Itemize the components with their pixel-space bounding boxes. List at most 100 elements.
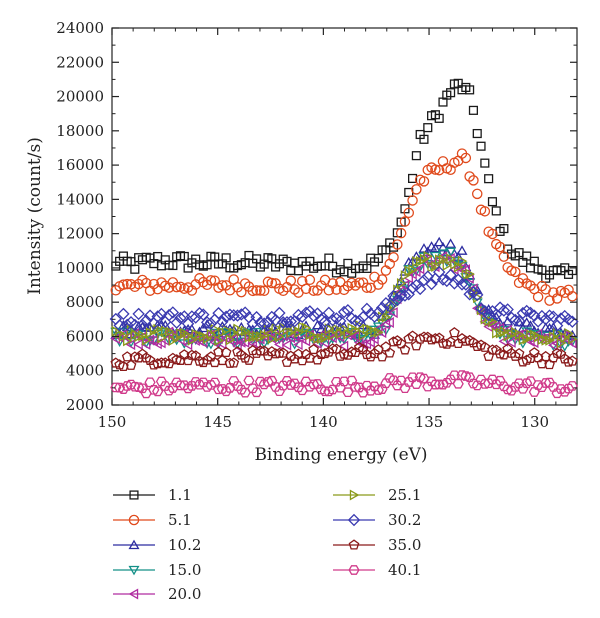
point-40.1 [224,383,236,393]
point-35.0 [369,347,380,359]
point-5.1 [121,278,133,290]
point-40.1 [414,372,426,383]
point-40.1 [342,387,354,398]
point-30.2 [505,311,518,325]
point-1.1 [221,253,231,263]
point-40.1 [361,380,373,391]
legend-label: 1.1 [168,486,192,504]
point-20.0 [384,317,394,329]
point-30.2 [543,309,556,322]
y-tick-label: 22000 [56,53,104,71]
point-30.2 [375,301,389,314]
point-40.1 [353,382,365,393]
point-30.2 [204,317,218,330]
point-35.0 [201,354,213,365]
point-35.0 [186,349,198,360]
point-40.1 [193,379,206,390]
x-tick-label: 145 [203,413,232,431]
series-1.1 [111,78,577,283]
legend-item-25.1: 25.1 [333,486,421,504]
point-20.0 [506,336,516,348]
point-40.1 [452,378,464,389]
point-40.1 [273,386,285,396]
point-35.0 [228,357,240,368]
point-30.2 [471,288,484,302]
point-30.2 [117,307,130,321]
point-40.1 [517,383,529,394]
point-5.1 [567,291,578,302]
point-40.1 [547,382,559,392]
point-30.2 [235,308,248,321]
point-25.1 [423,250,434,262]
point-30.2 [391,293,404,307]
point-25.1 [488,316,498,328]
point-5.1 [498,251,510,262]
point-5.1 [258,285,270,297]
point-30.2 [296,310,309,323]
point-40.1 [300,376,312,387]
point-30.2 [440,274,454,288]
point-35.0 [430,333,441,344]
point-25.1 [214,335,224,347]
point-30.2 [166,306,180,319]
point-30.2 [413,282,427,296]
point-30.2 [136,318,149,332]
point-1.1 [472,128,482,139]
point-40.1 [365,385,377,396]
point-5.1 [399,216,411,227]
point-5.1 [407,195,418,206]
point-35.0 [152,358,164,369]
point-5.1 [354,277,365,289]
point-15.0 [220,328,232,338]
series-25.1 [111,250,578,349]
point-40.1 [551,388,563,399]
point-10.2 [311,319,323,330]
point-40.1 [403,377,415,387]
point-30.2 [452,273,465,286]
point-1.1 [446,88,456,98]
point-5.1 [460,152,472,164]
point-25.1 [465,268,475,280]
point-30.2 [337,305,351,319]
point-5.1 [304,274,316,286]
y-tick-label: 24000 [56,19,104,37]
point-40.1 [368,381,381,392]
point-10.2 [433,236,445,247]
point-5.1 [300,283,312,295]
point-40.1 [422,381,434,392]
point-35.0 [433,332,445,343]
x-axis-title: Binding energy (eV) [254,445,427,465]
point-40.1 [292,382,305,393]
point-15.0 [445,247,457,258]
point-40.1 [357,387,369,398]
point-5.1 [251,285,262,296]
point-40.1 [543,377,556,388]
legend-item-1.1: 1.1 [113,486,192,504]
point-30.2 [155,307,168,321]
point-5.1 [437,156,449,167]
point-5.1 [464,171,475,182]
point-40.1 [186,381,198,391]
point-1.1 [362,263,372,273]
point-1.1 [484,174,494,184]
point-30.2 [193,306,206,320]
y-tick-label: 2000 [66,396,104,414]
point-20.0 [338,340,349,352]
point-40.1 [441,377,453,388]
point-35.0 [566,355,578,366]
point-30.2 [360,302,374,316]
point-5.1 [270,278,281,289]
point-40.1 [247,383,259,394]
point-35.0 [521,354,533,365]
point-30.2 [368,310,381,323]
point-35.0 [365,351,377,362]
point-30.2 [334,314,347,328]
point-40.1 [513,378,525,389]
x-tick-label: 130 [520,413,549,431]
point-1.1 [411,151,421,161]
legend-item-15.0: 15.0 [113,561,201,579]
point-1.1 [423,123,433,133]
y-tick-label: 6000 [66,327,104,345]
point-30.2 [463,288,476,301]
point-20.0 [388,307,398,319]
